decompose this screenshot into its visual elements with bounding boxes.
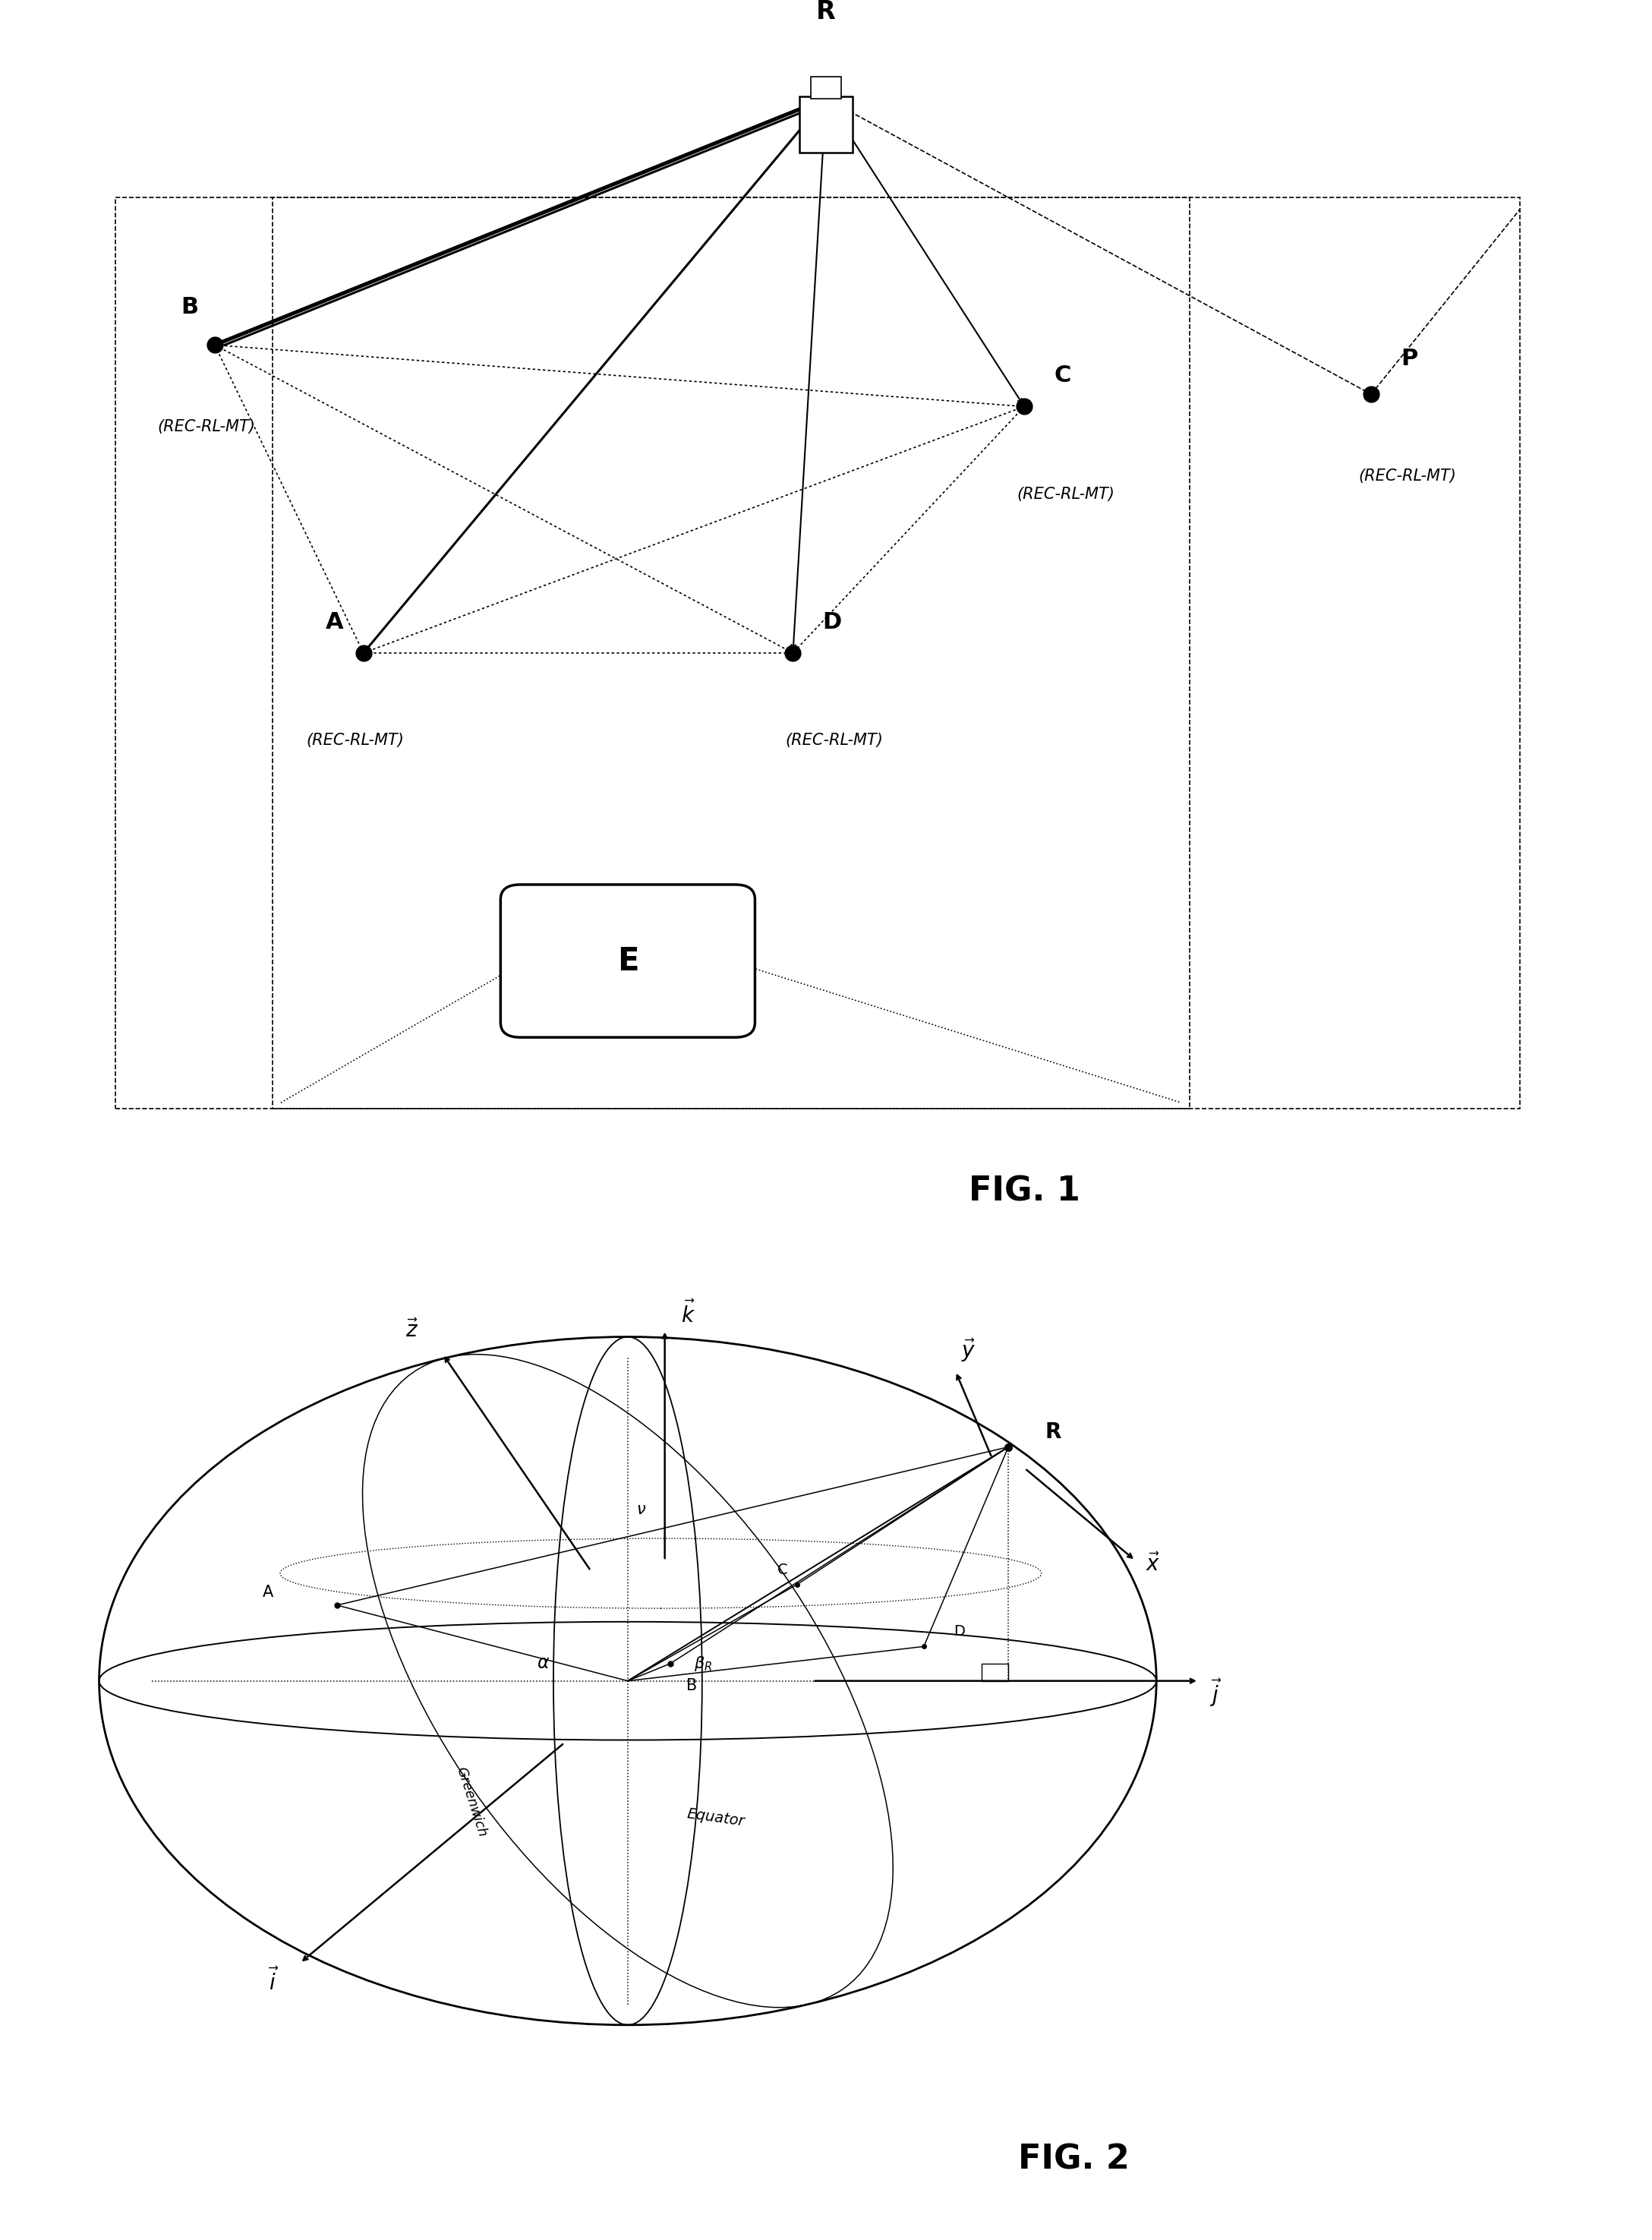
- Text: $\nu$: $\nu$: [636, 1503, 646, 1516]
- Text: A: A: [263, 1584, 274, 1599]
- Text: (REC-RL-MT): (REC-RL-MT): [1358, 468, 1457, 484]
- Text: $\vec{x}$: $\vec{x}$: [1146, 1552, 1161, 1575]
- Text: (REC-RL-MT): (REC-RL-MT): [1016, 486, 1115, 502]
- Text: E: E: [616, 945, 639, 977]
- Text: R: R: [816, 0, 836, 25]
- Text: A: A: [325, 612, 344, 634]
- Text: R: R: [1044, 1422, 1061, 1443]
- Text: B: B: [180, 296, 198, 318]
- Text: $\vec{j}$: $\vec{j}$: [1209, 1678, 1222, 1709]
- Text: $\vec{z}$: $\vec{z}$: [406, 1319, 418, 1342]
- Text: FIG. 2: FIG. 2: [1018, 2144, 1130, 2175]
- Text: C: C: [1054, 365, 1070, 388]
- Text: $\vec{y}$: $\vec{y}$: [961, 1337, 976, 1364]
- Text: $\beta_R$: $\beta_R$: [694, 1655, 712, 1673]
- Text: $\vec{k}$: $\vec{k}$: [681, 1301, 695, 1328]
- Text: (REC-RL-MT): (REC-RL-MT): [785, 732, 884, 748]
- Text: C: C: [776, 1564, 788, 1577]
- Text: B: B: [687, 1678, 697, 1693]
- Bar: [811, 76, 841, 99]
- Text: FIG. 1: FIG. 1: [968, 1174, 1080, 1207]
- FancyBboxPatch shape: [800, 96, 852, 152]
- Text: (REC-RL-MT): (REC-RL-MT): [306, 732, 405, 748]
- Text: D: D: [823, 612, 843, 634]
- Text: D: D: [953, 1624, 965, 1640]
- Text: P: P: [1401, 347, 1417, 370]
- Text: Greenwich: Greenwich: [453, 1765, 489, 1839]
- Text: $\vec{i}$: $\vec{i}$: [268, 1969, 279, 1996]
- Text: (REC-RL-MT): (REC-RL-MT): [157, 419, 256, 435]
- Text: $\alpha$: $\alpha$: [537, 1653, 550, 1671]
- Bar: [981, 1664, 1008, 1680]
- FancyBboxPatch shape: [501, 885, 755, 1037]
- Text: Equator: Equator: [686, 1808, 745, 1830]
